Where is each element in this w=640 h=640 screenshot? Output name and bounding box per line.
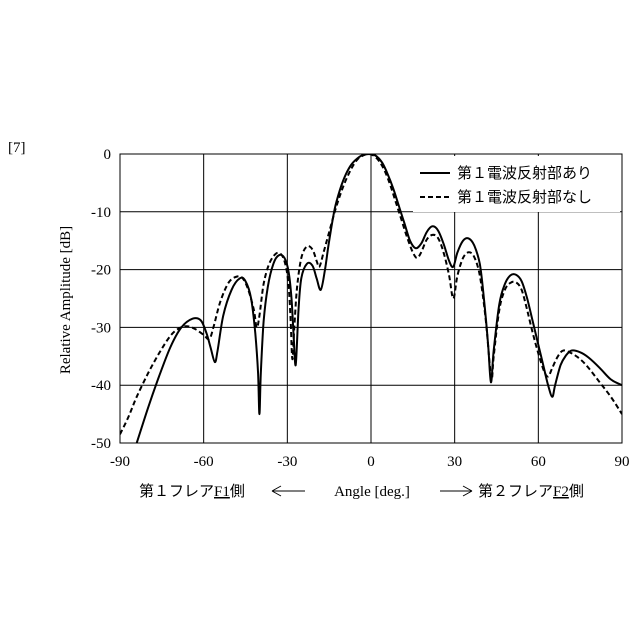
y-axis-label: Relative Amplitude [dB] — [58, 226, 74, 374]
x-label-right-ref: F2 — [553, 484, 569, 500]
x-label-left-suffix: 側 — [230, 483, 245, 500]
x-tick-label: -30 — [277, 454, 297, 470]
y-tick-label: -30 — [91, 320, 111, 336]
y-tick-label: -40 — [91, 378, 111, 394]
x-label-left-side: 第１フレアF1側 — [139, 482, 245, 500]
x-label-right-side: 第２フレアF2側 — [478, 482, 584, 500]
y-tick-label: -10 — [91, 205, 111, 221]
x-label-right-suffix: 側 — [569, 483, 584, 500]
x-axis-label-row: 第１フレアF1側 Angle [deg.] 第２フレアF2側 — [139, 482, 584, 500]
y-tick-label: 0 — [104, 147, 112, 163]
x-tick-label: -60 — [194, 454, 214, 470]
x-label-left-text: 第１フレア — [139, 482, 214, 500]
x-tick-label: 0 — [367, 454, 375, 470]
legend-label-with: 第１電波反射部あり — [457, 164, 592, 182]
x-axis-label: Angle [deg.] — [334, 484, 410, 500]
legend: 第１電波反射部あり 第１電波反射部なし — [413, 156, 620, 212]
legend-label-without: 第１電波反射部なし — [457, 188, 592, 206]
x-label-left-ref: F1 — [214, 484, 230, 500]
y-tick-label: -20 — [91, 263, 111, 279]
x-tick-label: -90 — [110, 454, 130, 470]
x-tick-label: 30 — [447, 454, 462, 470]
y-tick-label: -50 — [91, 436, 111, 452]
x-label-right-text: 第２フレア — [478, 482, 553, 500]
x-tick-label: 90 — [615, 454, 630, 470]
x-tick-label: 60 — [531, 454, 546, 470]
